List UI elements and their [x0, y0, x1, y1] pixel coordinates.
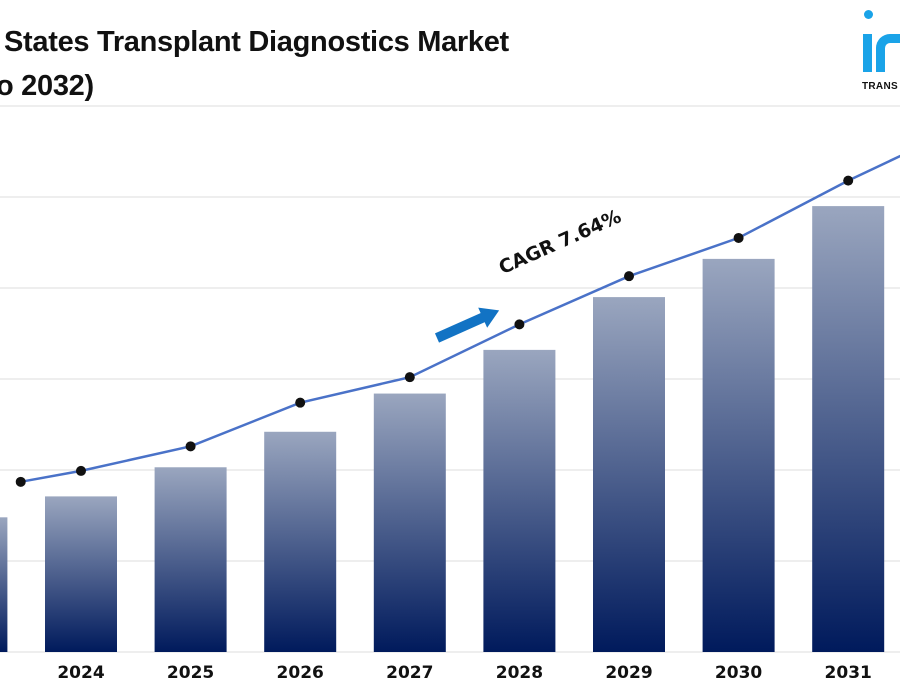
bar-2027 — [373, 393, 446, 652]
x-tick-label: 2029 — [605, 663, 652, 683]
trend-point — [295, 397, 306, 408]
x-tick-label: 2024 — [57, 663, 104, 683]
bar-2030 — [702, 258, 775, 652]
chart-title-line2: o 2032) — [0, 70, 94, 102]
x-tick-label: 2025 — [167, 663, 214, 683]
cagr-arrow-icon — [434, 307, 500, 343]
bar-2029 — [593, 297, 665, 652]
bar-2031 — [812, 206, 885, 652]
trend-point — [76, 465, 86, 476]
bar-2023 — [0, 517, 8, 652]
bar-2024 — [45, 496, 117, 652]
x-tick-label: 2030 — [715, 663, 762, 683]
bar-2028 — [483, 349, 556, 652]
x-tick-label: 2031 — [825, 663, 872, 683]
trend-line — [20, 154, 900, 484]
trend-point — [733, 232, 744, 243]
x-tick-label: 2026 — [277, 663, 324, 683]
x-tick-label: 2028 — [496, 663, 543, 683]
bar-2025 — [154, 467, 227, 652]
trend-point — [843, 175, 854, 186]
chart-title-line1: States Transplant Diagnostics Market — [4, 26, 509, 58]
trend-point — [185, 441, 196, 452]
x-tick-label: 2027 — [386, 663, 433, 683]
trend-point — [514, 319, 525, 330]
trend-point — [15, 476, 26, 487]
logo-text: TRANS — [862, 81, 898, 92]
trend-point — [404, 372, 415, 383]
trend-point — [624, 271, 634, 282]
brand-logo: TRANS — [862, 8, 900, 98]
bar-2026 — [264, 431, 337, 652]
